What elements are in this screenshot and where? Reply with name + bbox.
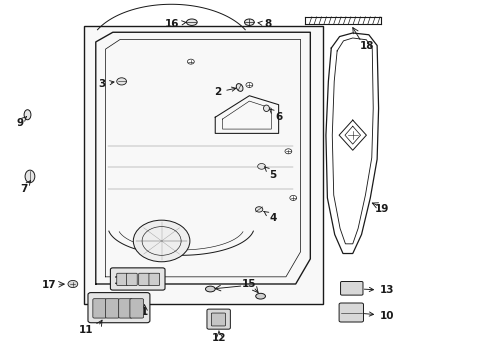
Bar [83, 26, 322, 304]
Ellipse shape [205, 286, 215, 292]
Ellipse shape [236, 84, 243, 91]
Text: 1: 1 [141, 307, 148, 317]
FancyBboxPatch shape [206, 309, 230, 329]
FancyBboxPatch shape [93, 299, 106, 318]
Circle shape [285, 149, 291, 154]
Text: 14: 14 [114, 276, 128, 286]
Circle shape [257, 163, 265, 169]
Text: 2: 2 [214, 87, 235, 97]
Ellipse shape [263, 105, 269, 112]
FancyBboxPatch shape [139, 273, 149, 285]
Text: 7: 7 [20, 181, 30, 194]
Text: 11: 11 [79, 325, 93, 335]
Text: 19: 19 [374, 204, 388, 215]
Text: 16: 16 [165, 19, 185, 29]
Text: 3: 3 [98, 79, 114, 89]
Ellipse shape [255, 207, 262, 212]
FancyBboxPatch shape [88, 293, 150, 323]
Text: 10: 10 [364, 311, 394, 320]
FancyBboxPatch shape [110, 268, 164, 290]
FancyBboxPatch shape [340, 282, 362, 295]
Text: 13: 13 [364, 285, 394, 296]
Text: 8: 8 [258, 19, 271, 29]
Text: 6: 6 [269, 109, 282, 122]
FancyBboxPatch shape [149, 273, 159, 285]
Circle shape [245, 82, 252, 87]
FancyBboxPatch shape [119, 299, 132, 318]
Ellipse shape [255, 293, 265, 299]
Circle shape [289, 195, 296, 201]
Ellipse shape [24, 110, 31, 120]
Text: 15: 15 [242, 279, 256, 289]
FancyBboxPatch shape [130, 299, 143, 318]
FancyBboxPatch shape [105, 299, 119, 318]
Ellipse shape [186, 19, 197, 26]
Text: 17: 17 [42, 280, 57, 290]
Ellipse shape [244, 19, 254, 26]
Circle shape [133, 220, 189, 262]
Ellipse shape [25, 170, 35, 183]
FancyBboxPatch shape [338, 303, 363, 322]
Text: 18: 18 [359, 41, 374, 50]
Text: 12: 12 [211, 333, 226, 343]
Text: 5: 5 [264, 167, 276, 180]
FancyBboxPatch shape [211, 313, 225, 326]
FancyBboxPatch shape [126, 273, 137, 285]
Circle shape [68, 280, 78, 288]
FancyBboxPatch shape [117, 273, 127, 285]
Text: 4: 4 [264, 211, 276, 222]
Circle shape [117, 78, 126, 85]
Circle shape [187, 59, 194, 64]
Text: 9: 9 [17, 117, 26, 128]
